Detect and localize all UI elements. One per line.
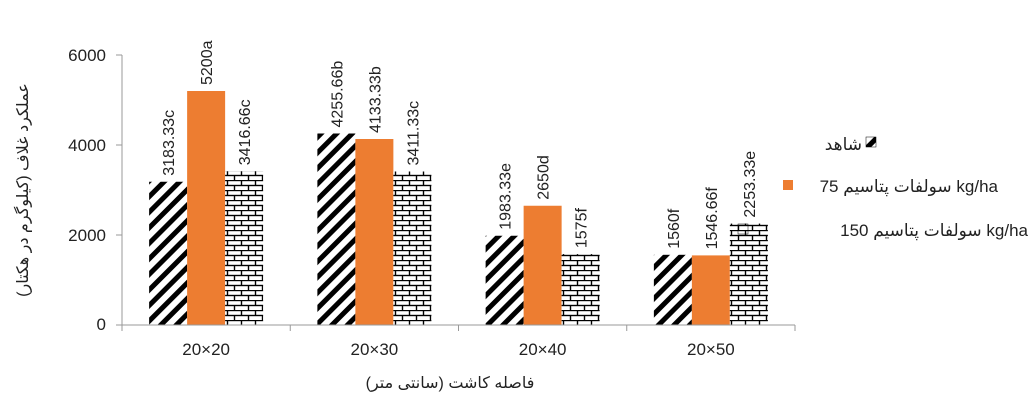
axes (121, 55, 795, 326)
data-labels-layer: 3183.33c 5200a 3416.66c 4255.66b 4133.33b 341… (161, 40, 759, 249)
bar (355, 139, 394, 325)
legend-item-control: شاهد (825, 135, 877, 154)
y-tick-label: 6000 (68, 46, 106, 65)
bar (523, 205, 562, 325)
data-label: 1560f (666, 208, 683, 249)
data-label: 4255.66b (329, 61, 346, 128)
legend-label: سولفات پتاسیم 150 kg/ha (840, 221, 1028, 241)
bar (393, 171, 432, 325)
data-label: 1575f (574, 208, 591, 249)
bar (187, 91, 226, 325)
bar (149, 181, 188, 325)
data-label: 1546.66f (704, 187, 721, 250)
x-tick-label: 20×50 (687, 340, 735, 359)
bar (485, 235, 524, 325)
legend: شاهد سولفات پتاسیم 75 kg/ha سولفات پتاسی… (737, 135, 1029, 241)
data-label: 5200a (199, 40, 216, 85)
x-tick-label: 20×20 (182, 340, 230, 359)
x-tick-label: 20×40 (519, 340, 567, 359)
y-tick-label: 4000 (68, 136, 106, 155)
data-label: 4133.33b (367, 66, 384, 133)
x-axis-title: فاصله کاشت (سانتی متر) (366, 375, 535, 393)
data-label: 2253.33e (742, 151, 759, 218)
data-label: 2650d (536, 155, 553, 200)
legend-swatch (737, 223, 749, 235)
bar (225, 171, 264, 325)
legend-swatch (783, 180, 793, 190)
x-tick-label: 20×30 (351, 340, 399, 359)
legend-label: شاهد (825, 135, 862, 154)
legend-item-75: سولفات پتاسیم 75 kg/ha (783, 177, 999, 197)
legend-swatch (865, 136, 877, 148)
legend-label: سولفات پتاسیم 75 kg/ha (820, 177, 999, 197)
y-tick-label: 0 (97, 315, 106, 334)
bar (653, 254, 692, 325)
data-label: 3416.66c (237, 99, 254, 165)
bar (691, 255, 730, 325)
y-axis-title: عملکرد غلاف (کیلوگرم در هکتار) (13, 83, 33, 297)
legend-item-150: سولفات پتاسیم 150 kg/ha (737, 221, 1029, 241)
data-label: 3411.33c (405, 101, 422, 166)
data-label: 1983.33e (498, 163, 515, 230)
bars-layer (149, 91, 768, 325)
bar (317, 133, 356, 325)
bar (561, 254, 600, 325)
x-tick-labels: 20×20 20×30 20×40 20×50 (182, 340, 735, 359)
data-label: 3183.33c (161, 110, 178, 176)
axis-ticks (116, 54, 796, 331)
y-tick-label: 2000 (68, 226, 106, 245)
bar (729, 223, 768, 325)
